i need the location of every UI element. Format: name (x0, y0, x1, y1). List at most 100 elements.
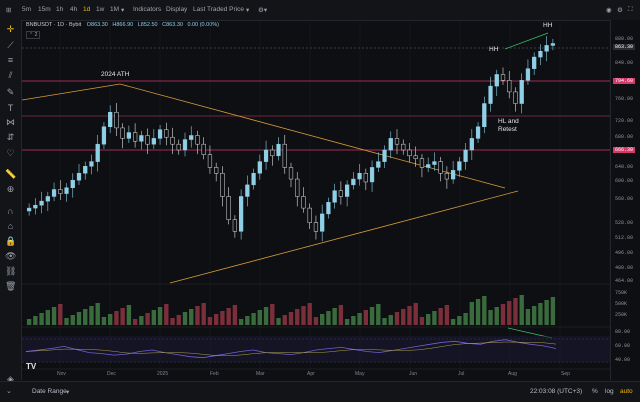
interval-4h[interactable]: 4h (70, 6, 78, 13)
crosshair-toggle[interactable]: ⊞ (6, 7, 12, 14)
symbol-label: BNBUSDT · 1D · Bybit (26, 22, 82, 28)
volume-bar (33, 316, 38, 325)
volume-bar (157, 307, 163, 325)
candle-body (407, 149, 412, 157)
price-mode-button[interactable]: Last Traded Price (193, 6, 244, 13)
time-tick: Jul (458, 371, 465, 377)
time-tick: Feb (210, 371, 219, 377)
ruler-icon[interactable]: 📏 (5, 169, 17, 179)
hh-divergence-line (504, 32, 549, 50)
percent-toggle[interactable]: % (592, 388, 598, 395)
volume-bar (51, 307, 57, 325)
trash-icon[interactable]: 🗑 (5, 281, 17, 291)
chevron-down-icon[interactable]: ▾ (66, 389, 70, 396)
candle-body (382, 149, 387, 162)
indicators-button[interactable]: Indicators (133, 6, 162, 13)
interval-1M[interactable]: 1M (110, 6, 120, 13)
candle-body (519, 80, 524, 104)
candle-body (145, 135, 150, 145)
volume-bar (425, 314, 431, 325)
volume-bar (195, 306, 200, 325)
pattern-icon[interactable]: ⋈ (6, 117, 15, 127)
candle-body (263, 149, 269, 162)
candle-body (469, 138, 474, 151)
candle-body (463, 149, 468, 162)
volume-bar (469, 302, 475, 325)
eye-icon[interactable]: 👁 (5, 251, 17, 261)
crosshair-icon[interactable]: ✛ (6, 24, 15, 34)
candle-body (151, 138, 156, 145)
price-tick: 600.00 (615, 178, 634, 184)
candle-body (157, 129, 163, 139)
chevron-down-icon[interactable]: ▾ (121, 7, 125, 14)
volume-bar (313, 317, 319, 325)
horizontal-line-icon[interactable]: ≡ (7, 55, 14, 65)
time-tick: 2025 (157, 371, 169, 377)
candle-body (538, 50, 543, 58)
price-tick: 880.00 (615, 36, 634, 42)
zoom-in-icon[interactable]: ⊕ (6, 184, 15, 194)
volume-bar (432, 311, 437, 325)
interval-15m[interactable]: 15m (38, 6, 51, 13)
interval-5m[interactable]: 5m (22, 6, 32, 13)
candle-body (238, 196, 244, 232)
rsi-band (22, 336, 610, 362)
interval-1w[interactable]: 1w (96, 6, 105, 13)
gear-icon[interactable]: ⚙ (617, 7, 623, 14)
volume-bar (120, 308, 125, 325)
close-value: C863.30 (162, 22, 183, 28)
candle-body (276, 143, 281, 157)
price-tick: 512.00 (615, 235, 634, 241)
chevron-down-icon[interactable]: ⌄ (6, 388, 12, 395)
settings-dropdown-icon[interactable]: ⚙▾ (258, 7, 268, 14)
fullscreen-icon[interactable]: ⛶ (628, 6, 633, 13)
camera-icon[interactable]: ◉ (606, 7, 612, 14)
log-toggle[interactable]: log (605, 388, 614, 395)
auto-toggle[interactable]: auto (620, 388, 633, 395)
volume-bar (132, 319, 138, 325)
candle-body (26, 207, 32, 212)
lock-icon[interactable]: 🔒 (5, 236, 17, 246)
candle-body (301, 196, 306, 209)
candle-body (226, 196, 231, 220)
indicator-toggle[interactable]: ⌃ 2 (26, 31, 41, 39)
trendline-ascending (169, 190, 519, 284)
price-axis[interactable]: 880.00 840.00 863.30 794.60 760.00 720.0… (610, 20, 640, 380)
chevron-down-icon[interactable]: ▾ (246, 7, 250, 14)
candle-body (532, 56, 537, 69)
link-icon[interactable]: ⛓ (5, 266, 17, 276)
volume-bar (407, 306, 412, 325)
volume-bar (457, 316, 462, 325)
display-button[interactable]: Display (166, 6, 188, 13)
price-chart[interactable]: 2024 ATH HH HH HL and Retest (22, 20, 610, 380)
forecast-icon[interactable]: ⇵ (6, 132, 15, 142)
layers-icon[interactable]: ◈ (7, 374, 14, 384)
lock-drawing-icon[interactable]: ⌂ (7, 221, 14, 231)
heart-icon[interactable]: ♡ (6, 148, 15, 158)
trendline-icon[interactable]: ⟋ (7, 40, 14, 50)
candle-body (369, 167, 375, 183)
volume-bar (513, 298, 518, 325)
clock-display[interactable]: 22:03:08 (UTC+3) (530, 388, 583, 395)
volume-bar (519, 295, 524, 325)
date-range-button[interactable]: Date Range (32, 388, 67, 395)
time-tick: Nov (57, 371, 66, 377)
candle-body (76, 172, 82, 181)
ohlc-legend: BNBUSDT · 1D · Bybit O863.30 H866.90 L85… (26, 22, 219, 28)
volume-bar (276, 318, 281, 325)
volume-bar (538, 303, 543, 325)
text-icon[interactable]: T (7, 103, 14, 113)
time-tick: May (355, 371, 365, 377)
volume-bar (270, 304, 275, 325)
magnet-icon[interactable]: ∩ (7, 206, 14, 216)
brush-icon[interactable]: ✎ (6, 87, 15, 97)
price-tick: 760.00 (615, 96, 634, 102)
volume-bar (76, 312, 82, 325)
volume-bar (257, 310, 263, 325)
drawing-toolbar: ✛ ⟋ ≡ ⫽ ✎ T ⋈ ⇵ ♡ 📏 ⊕ ∩ ⌂ 🔒 👁 ⛓ 🗑 ◈ (0, 20, 22, 384)
interval-1d[interactable]: 1d (83, 6, 91, 13)
parallel-channel-icon[interactable]: ⫽ (8, 70, 13, 80)
volume-bar (319, 314, 325, 325)
candle-body (139, 135, 144, 142)
interval-1h[interactable]: 1h (56, 6, 64, 13)
